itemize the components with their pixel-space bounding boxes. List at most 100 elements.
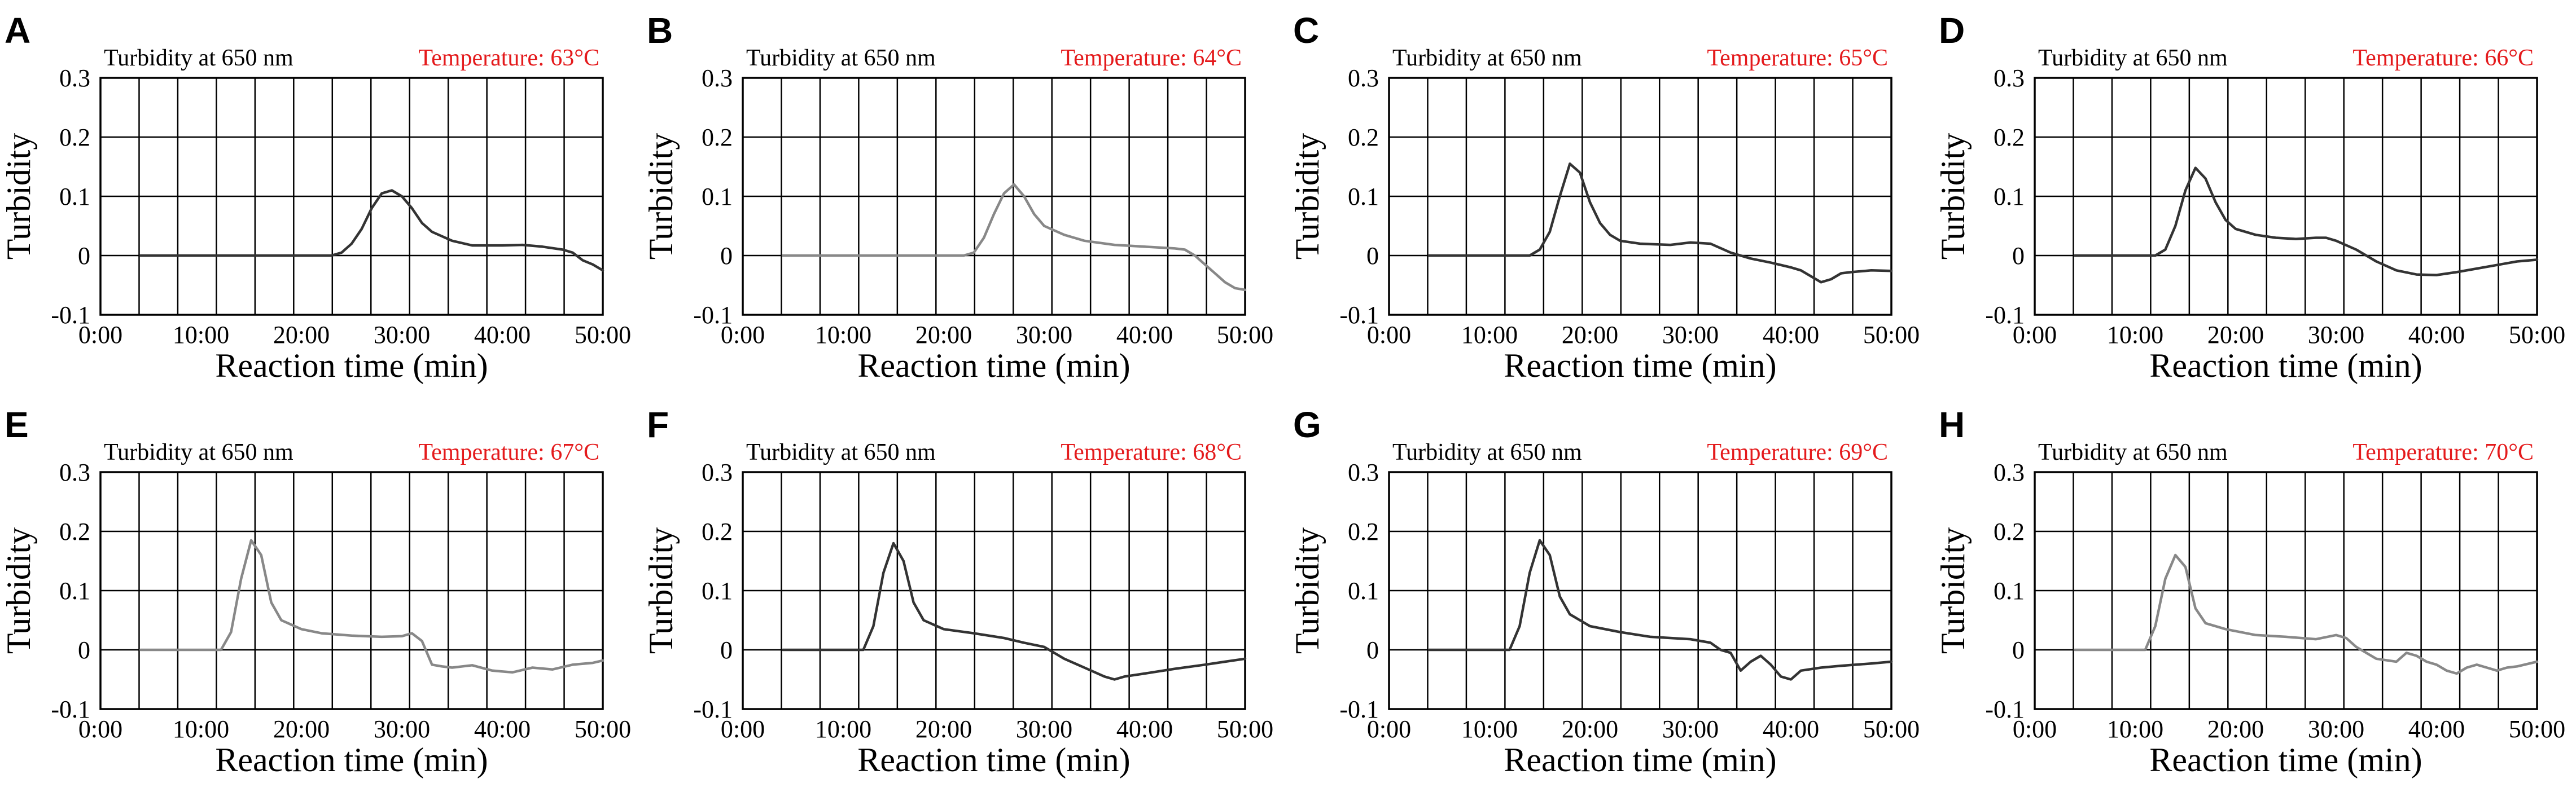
plot-frame xyxy=(1388,77,1892,316)
y-tick-label: 0.3 xyxy=(1994,459,2025,486)
x-tick-label: 20:00 xyxy=(2207,715,2264,743)
plot-frame xyxy=(2034,77,2538,316)
x-tick-label: 50:00 xyxy=(575,715,631,743)
temperature-label: Temperature: 69°C xyxy=(1707,439,1888,465)
y-tick-label: 0.1 xyxy=(702,183,733,210)
y-tick-label: 0.3 xyxy=(1994,64,2025,92)
turbidity-series-line xyxy=(139,539,604,674)
panel-b: B Turbidity at 650 nm Temperature: 64°C 0.3… xyxy=(642,10,1273,384)
x-tick-label: 0:00 xyxy=(2013,321,2057,349)
x-axis-label: Reaction time (min) xyxy=(2149,741,2422,778)
panel-letter: E xyxy=(5,404,29,445)
panel-e: E Turbidity at 650 nm Temperature: 67°C 0.3… xyxy=(0,404,631,778)
y-tick-label: 0.2 xyxy=(702,124,733,151)
y-tick-label: 0 xyxy=(2012,242,2025,270)
x-tick-label: 10:00 xyxy=(1461,715,1518,743)
y-tick-label: 0.3 xyxy=(702,64,733,92)
temperature-label: Temperature: 67°C xyxy=(418,439,599,465)
y-tick-label: 0 xyxy=(720,636,733,664)
x-tick-label: 10:00 xyxy=(815,715,871,743)
x-axis-label: Reaction time (min) xyxy=(1504,347,1776,384)
x-tick-label: 50:00 xyxy=(1217,715,1273,743)
plot-frame xyxy=(99,471,604,710)
x-tick-label: 40:00 xyxy=(1763,715,1819,743)
panel-letter: D xyxy=(1939,10,1965,51)
y-axis-label: Turbidity xyxy=(642,527,680,654)
turbidity-series-line xyxy=(1427,539,1893,681)
panel-letter: B xyxy=(647,10,673,51)
x-tick-label: 20:00 xyxy=(915,715,972,743)
y-axis-label: Turbidity xyxy=(642,133,680,260)
turbidity-series-line xyxy=(781,542,1247,681)
panel-letter: H xyxy=(1939,404,1965,445)
panel-d: D Turbidity at 650 nm Temperature: 66°C 0.3… xyxy=(1934,10,2565,384)
turbidity-series-line xyxy=(139,189,604,272)
panel-letter: F xyxy=(647,404,669,445)
panel-subtitle: Turbidity at 650 nm xyxy=(746,439,936,465)
x-tick-label: 40:00 xyxy=(1116,715,1173,743)
y-tick-label: 0.2 xyxy=(1994,518,2025,545)
y-tick-label: 0.2 xyxy=(1348,518,1379,545)
x-tick-label: 30:00 xyxy=(2308,715,2364,743)
y-tick-label: 0.2 xyxy=(1994,124,2025,151)
temperature-label: Temperature: 70°C xyxy=(2352,439,2534,465)
y-tick-label: 0.3 xyxy=(702,459,733,486)
turbidity-series-line xyxy=(1427,162,1893,284)
y-axis-label: Turbidity xyxy=(0,527,37,654)
x-tick-label: 20:00 xyxy=(1562,321,1618,349)
panel-h: H Turbidity at 650 nm Temperature: 70°C 0.3… xyxy=(1934,404,2565,778)
x-tick-label: 50:00 xyxy=(1863,321,1920,349)
panel-subtitle: Turbidity at 650 nm xyxy=(2038,439,2228,465)
panel-letter: G xyxy=(1293,404,1321,445)
panel-subtitle: Turbidity at 650 nm xyxy=(2038,45,2228,71)
panel-f: F Turbidity at 650 nm Temperature: 68°C 0.3… xyxy=(642,404,1273,778)
x-tick-label: 50:00 xyxy=(2509,715,2565,743)
panel-subtitle: Turbidity at 650 nm xyxy=(746,45,936,71)
x-tick-label: 40:00 xyxy=(2408,715,2465,743)
x-tick-label: 10:00 xyxy=(1461,321,1518,349)
y-tick-label: 0 xyxy=(78,636,90,664)
x-axis-label: Reaction time (min) xyxy=(1504,741,1776,778)
y-tick-label: 0 xyxy=(720,242,733,270)
y-tick-label: -0.1 xyxy=(1985,301,2025,329)
x-axis-label: Reaction time (min) xyxy=(215,347,488,384)
y-tick-label: 0 xyxy=(1366,242,1379,270)
x-tick-label: 50:00 xyxy=(1863,715,1920,743)
x-tick-label: 10:00 xyxy=(173,715,229,743)
x-tick-label: 10:00 xyxy=(2107,321,2163,349)
y-tick-label: 0.2 xyxy=(702,518,733,545)
x-tick-label: 30:00 xyxy=(374,321,430,349)
temperature-label: Temperature: 68°C xyxy=(1061,439,1242,465)
x-axis-label: Reaction time (min) xyxy=(2149,347,2422,384)
y-tick-label: -0.1 xyxy=(693,696,733,723)
temperature-label: Temperature: 66°C xyxy=(2352,45,2534,71)
y-tick-label: 0.2 xyxy=(59,124,90,151)
turbidity-series-line xyxy=(2073,166,2539,276)
panel-subtitle: Turbidity at 650 nm xyxy=(104,45,293,71)
y-tick-label: 0.3 xyxy=(59,459,90,486)
panel-letter: A xyxy=(5,10,30,51)
panel-subtitle: Turbidity at 650 nm xyxy=(104,439,293,465)
x-tick-label: 50:00 xyxy=(575,321,631,349)
x-tick-label: 50:00 xyxy=(2509,321,2565,349)
x-tick-label: 20:00 xyxy=(273,715,330,743)
panel-letter: C xyxy=(1293,10,1319,51)
y-tick-label: 0.3 xyxy=(1348,64,1379,92)
x-tick-label: 30:00 xyxy=(1016,715,1072,743)
y-tick-label: -0.1 xyxy=(1339,696,1379,723)
x-tick-label: 50:00 xyxy=(1217,321,1273,349)
x-tick-label: 0:00 xyxy=(721,715,765,743)
x-tick-label: 10:00 xyxy=(173,321,229,349)
x-tick-label: 40:00 xyxy=(474,715,531,743)
y-tick-label: 0 xyxy=(1366,636,1379,664)
plot-frame xyxy=(742,77,1246,316)
plot-frame xyxy=(1388,471,1892,710)
x-tick-label: 0:00 xyxy=(78,321,122,349)
y-tick-label: -0.1 xyxy=(51,301,90,329)
plot-frame xyxy=(99,77,604,316)
panel-subtitle: Turbidity at 650 nm xyxy=(1392,439,1582,465)
x-tick-label: 0:00 xyxy=(2013,715,2057,743)
y-axis-label: Turbidity xyxy=(0,133,37,260)
x-tick-label: 30:00 xyxy=(2308,321,2364,349)
